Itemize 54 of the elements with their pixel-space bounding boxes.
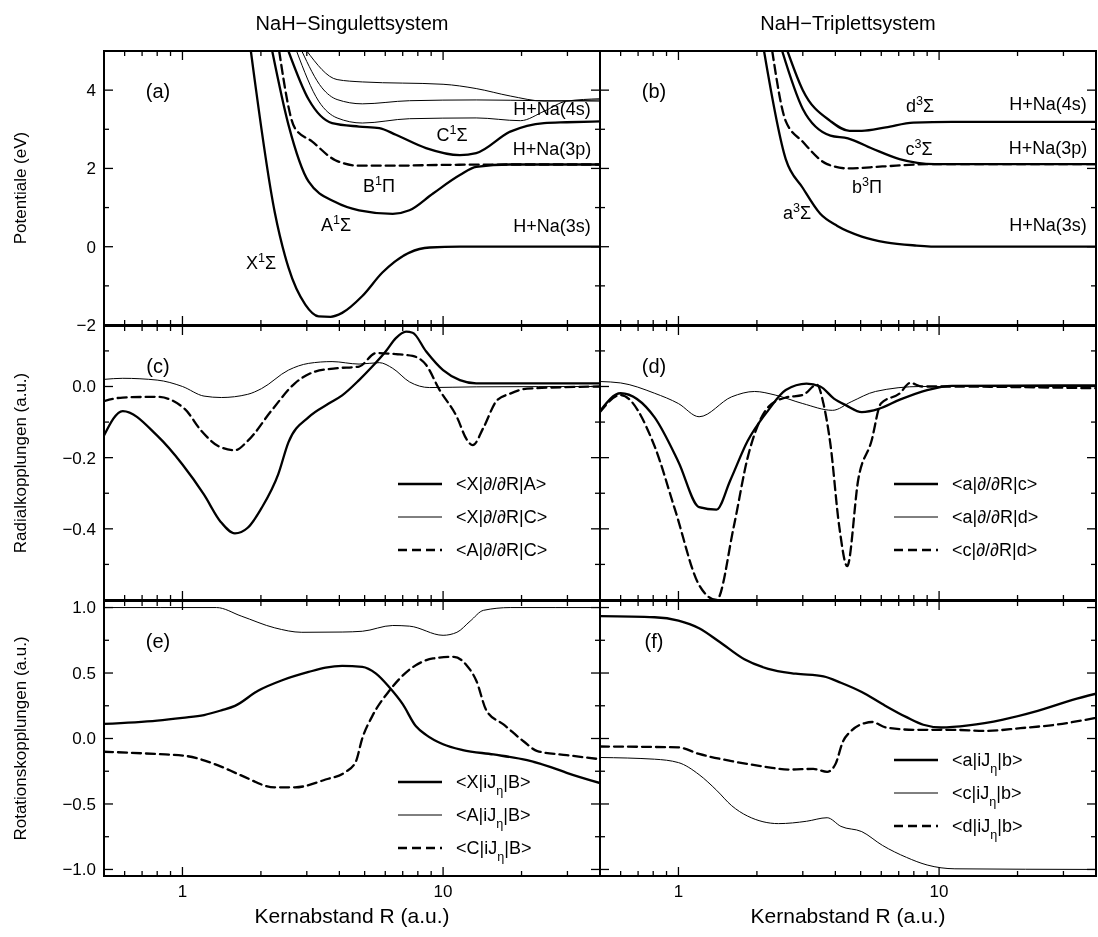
annotation: (f) <box>644 630 664 652</box>
y-tick-label: 4 <box>86 81 96 101</box>
legend-label: <X|iJ$_{η}$|B> <box>456 772 531 799</box>
legend-label: <a|iJ$_{η}$|b> <box>952 750 1023 777</box>
legend-label: <X|∂/∂R|A> <box>456 474 547 495</box>
annotation: (c) <box>146 355 170 377</box>
legend-label: <A|∂/∂R|C> <box>456 540 548 561</box>
y-tick-label: −0.2 <box>62 448 96 468</box>
y-tick-label: 0.0 <box>72 729 96 749</box>
annotation: A$^{1}$Σ <box>320 213 352 236</box>
annotation: H+Na(3p) <box>1008 138 1088 159</box>
legend-label: <d|iJ$_{η}$|b> <box>952 816 1023 843</box>
x-axis-title: Kernabstand R (a.u.) <box>254 904 450 927</box>
annotation: C$^{1}$Σ <box>436 123 468 146</box>
annotation: (b) <box>641 80 667 102</box>
annotation: (e) <box>145 630 171 652</box>
annotation: H+Na(4s) <box>1009 94 1087 115</box>
y-axis-title: Potentiale (eV) <box>11 131 30 245</box>
annotation: B$^{1}$Π <box>362 174 396 197</box>
y-axis-title: Radialkopplungen (a.u.) <box>11 372 30 554</box>
legend-label: <c|iJ$_{η}$|b> <box>952 783 1022 810</box>
y-tick-label: 1.0 <box>72 598 96 618</box>
x-tick-label: 1 <box>177 882 188 901</box>
y-tick-label: 0 <box>86 237 96 257</box>
annotation: H+Na(3s) <box>513 216 591 237</box>
annotation: X$^{1}$Σ <box>245 251 277 274</box>
y-tick-label: −2 <box>76 315 96 335</box>
y-axis-title: Rotationskopplungen (a.u.) <box>11 636 30 841</box>
annotation: (a) <box>145 80 171 102</box>
y-tick-label: 0.0 <box>72 377 96 397</box>
y-tick-label: −0.5 <box>62 794 96 814</box>
annotation: d$^{3}$Σ <box>905 94 935 117</box>
chart-title: NaH−Singulettsystem <box>255 12 449 34</box>
annotation: (d) <box>641 355 667 377</box>
annotation: b$^{3}$Π <box>851 175 883 198</box>
x-tick-label: 10 <box>929 882 949 901</box>
annotation: c$^{3}$Σ <box>905 137 933 160</box>
legend-label: <a|∂/∂R|c> <box>952 474 1038 495</box>
legend-label: <X|∂/∂R|C> <box>456 507 548 528</box>
legend-label: <A|iJ$_{η}$|B> <box>456 805 531 832</box>
annotation: a$^{3}$Σ <box>782 201 812 224</box>
legend-label: <C|iJ$_{η}$|B> <box>456 838 532 865</box>
x-axis-title: Kernabstand R (a.u.) <box>750 904 946 927</box>
y-tick-label: 0.5 <box>72 663 96 683</box>
x-tick-label: 10 <box>433 882 453 901</box>
y-tick-label: −0.4 <box>62 519 96 539</box>
annotation: H+Na(3s) <box>1009 215 1087 236</box>
y-tick-label: −1.0 <box>62 860 96 880</box>
legend-label: <c|∂/∂R|d> <box>952 540 1038 561</box>
chart-title: NaH−Triplettsystem <box>760 12 936 34</box>
legend-label: <a|∂/∂R|d> <box>952 507 1039 528</box>
y-tick-label: 2 <box>86 159 96 179</box>
x-tick-label: 1 <box>673 882 684 901</box>
annotation: H+Na(3p) <box>512 139 592 160</box>
